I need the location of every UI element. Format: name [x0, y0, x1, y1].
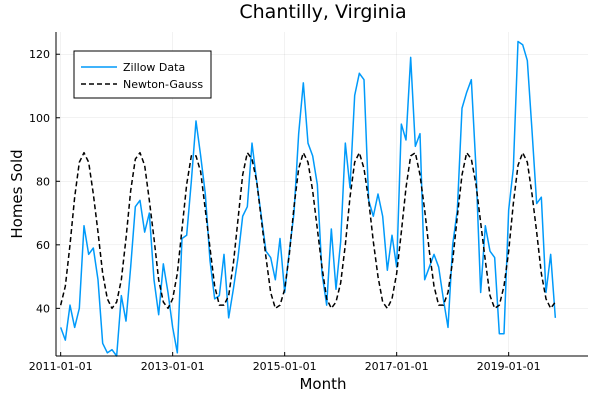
y-axis-title: Homes Sold [8, 149, 26, 238]
chart-title: Chantilly, Virginia [239, 1, 406, 23]
y-tick-label: 40 [36, 302, 50, 315]
x-tick-label: 2013-01-01 [141, 360, 205, 373]
y-tick-label: 100 [29, 112, 50, 125]
y-tick-label: 80 [36, 175, 50, 188]
legend: Zillow Data Newton-Gauss [73, 50, 212, 99]
grid-lines [56, 32, 588, 356]
legend-label-newton-gauss: Newton-Gauss [123, 78, 203, 91]
y-tick-label: 120 [29, 48, 50, 61]
tick-labels: 2011-01-01 2013-01-01 2015-01-01 2017-01-01… [29, 48, 541, 373]
x-axis-title: Month [299, 375, 346, 393]
x-tick-label: 2019-01-01 [477, 360, 541, 373]
legend-box [73, 50, 212, 99]
x-tick-label: 2011-01-01 [29, 360, 93, 373]
x-tick-label: 2017-01-01 [365, 360, 429, 373]
series-line-newton-gauss [59, 151, 556, 310]
x-tick-label: 2015-01-01 [253, 360, 317, 373]
legend-label-zillow: Zillow Data [123, 61, 185, 74]
series-group [59, 40, 557, 357]
y-tick-label: 60 [36, 239, 50, 252]
axes [55, 32, 588, 357]
series-line-zillow-data [59, 40, 557, 357]
